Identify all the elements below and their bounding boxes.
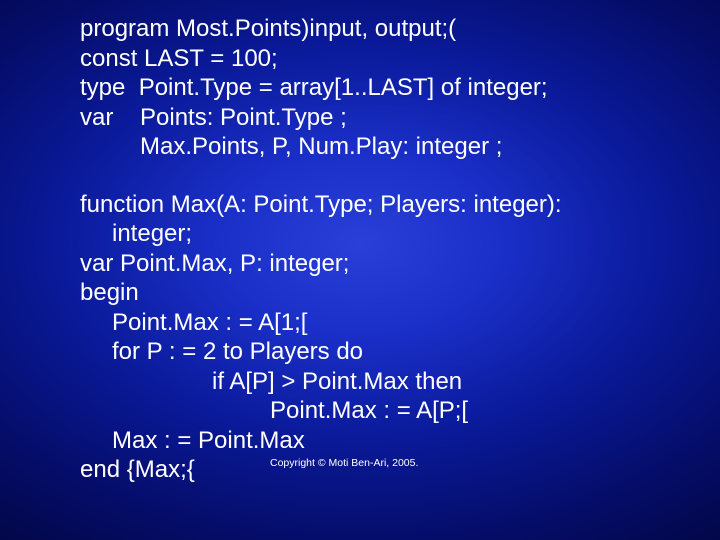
- code-line: var Points: Point.Type ;: [80, 103, 680, 133]
- code-line: program Most.Points)input, output;(: [80, 14, 680, 44]
- code-line: Max : = Point.Max: [80, 426, 680, 456]
- code-line: var Point.Max, P: integer;: [80, 249, 680, 279]
- code-line: begin: [80, 278, 680, 308]
- code-line: function Max(A: Point.Type; Players: int…: [80, 190, 680, 220]
- code-line: type Point.Type = array[1..LAST] of inte…: [80, 73, 680, 103]
- code-line: integer;: [80, 219, 680, 249]
- code-text: end {Max;{: [80, 456, 195, 483]
- code-line: const LAST = 100;: [80, 44, 680, 74]
- code-line: end {Max;{ Copyright © Moti Ben-Ari, 2005…: [80, 455, 680, 485]
- blank-line: [80, 162, 680, 190]
- code-line: Max.Points, P, Num.Play: integer ;: [80, 132, 680, 162]
- code-line: Point.Max : = A[P;[: [80, 396, 680, 426]
- code-line: if A[P] > Point.Max then: [80, 367, 680, 397]
- copyright-text: Copyright © Moti Ben-Ari, 2005.: [270, 457, 418, 470]
- code-block: program Most.Points)input, output;(const…: [80, 14, 680, 485]
- code-line: Point.Max : = A[1;[: [80, 308, 680, 338]
- code-line: for P : = 2 to Players do: [80, 337, 680, 367]
